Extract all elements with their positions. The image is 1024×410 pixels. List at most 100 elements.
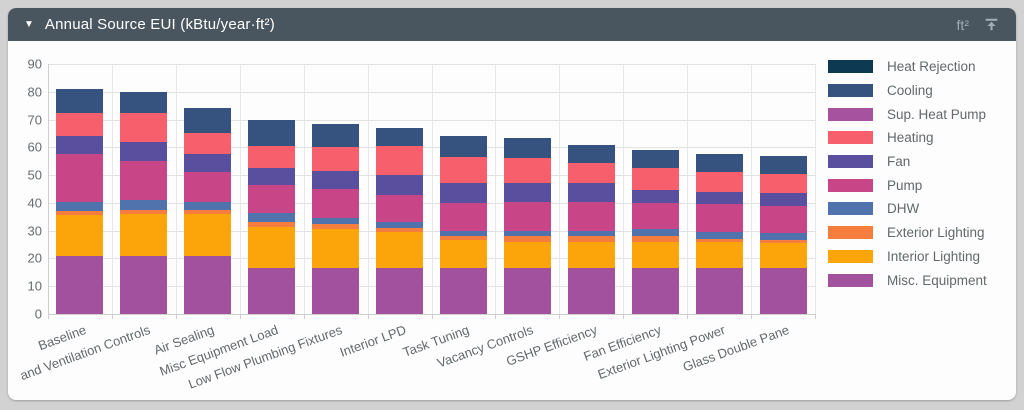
bar-segment[interactable] <box>56 112 104 137</box>
bar-segment[interactable] <box>120 255 168 314</box>
bar-segment[interactable] <box>312 189 360 219</box>
bar-segment[interactable] <box>439 202 487 231</box>
stacked-bar[interactable] <box>376 127 424 314</box>
bar-segment[interactable] <box>567 183 615 202</box>
bar-segment[interactable] <box>312 268 360 314</box>
bar-segment[interactable] <box>56 136 104 155</box>
bar-segment[interactable] <box>631 168 679 191</box>
bar-segment[interactable] <box>184 172 232 202</box>
stacked-bar[interactable] <box>567 144 615 314</box>
bar-segment[interactable] <box>248 119 296 146</box>
bar-segment[interactable] <box>695 191 743 205</box>
bar-segment[interactable] <box>56 89 104 113</box>
bar-segment[interactable] <box>503 201 551 231</box>
bar-segment[interactable] <box>567 201 615 231</box>
bar-segment[interactable] <box>631 241 679 269</box>
bar-segment[interactable] <box>184 209 232 214</box>
bar-segment[interactable] <box>567 162 615 184</box>
bar-segment[interactable] <box>312 170 360 190</box>
bar-segment[interactable] <box>248 222 296 227</box>
stacked-bar[interactable] <box>759 155 807 314</box>
stacked-bar[interactable] <box>120 91 168 314</box>
bar-segment[interactable] <box>631 229 679 237</box>
bar-segment[interactable] <box>120 200 168 210</box>
bar-segment[interactable] <box>759 193 807 206</box>
legend-item[interactable]: Fan <box>828 150 987 174</box>
bar-segment[interactable] <box>120 214 168 256</box>
bar-segment[interactable] <box>184 108 232 134</box>
stacked-bar[interactable] <box>631 150 679 314</box>
bar-segment[interactable] <box>567 230 615 237</box>
bar-segment[interactable] <box>503 230 551 237</box>
bar-segment[interactable] <box>312 218 360 224</box>
bar-segment[interactable] <box>184 214 232 256</box>
bar-segment[interactable] <box>439 157 487 184</box>
bar-segment[interactable] <box>503 158 551 184</box>
bar-segment[interactable] <box>312 223 360 230</box>
bar-segment[interactable] <box>248 145 296 169</box>
bar-segment[interactable] <box>759 233 807 241</box>
bar-segment[interactable] <box>759 240 807 244</box>
bar-segment[interactable] <box>184 133 232 155</box>
bar-segment[interactable] <box>376 227 424 233</box>
bar-segment[interactable] <box>567 236 615 242</box>
bar-segment[interactable] <box>376 232 424 269</box>
bar-segment[interactable] <box>695 154 743 173</box>
bar-segment[interactable] <box>439 236 487 241</box>
bar-segment[interactable] <box>184 154 232 173</box>
bar-segment[interactable] <box>695 232 743 240</box>
bar-segment[interactable] <box>439 268 487 314</box>
bar-segment[interactable] <box>56 211 104 216</box>
bar-segment[interactable] <box>120 161 168 201</box>
legend-item[interactable]: Cooling <box>828 79 987 103</box>
bar-segment[interactable] <box>312 123 360 148</box>
bar-segment[interactable] <box>759 268 807 314</box>
bar-segment[interactable] <box>695 204 743 233</box>
bar-segment[interactable] <box>312 147 360 171</box>
legend-item[interactable]: DHW <box>828 197 987 221</box>
bar-segment[interactable] <box>759 243 807 269</box>
bar-segment[interactable] <box>439 230 487 237</box>
legend-item[interactable]: Heating <box>828 126 987 150</box>
legend-item[interactable]: Heat Rejection <box>828 55 987 79</box>
bar-segment[interactable] <box>631 150 679 169</box>
legend-item[interactable]: Pump <box>828 173 987 197</box>
bar-segment[interactable] <box>567 268 615 314</box>
bar-segment[interactable] <box>567 241 615 269</box>
bar-segment[interactable] <box>56 201 104 212</box>
bar-segment[interactable] <box>248 226 296 269</box>
bar-segment[interactable] <box>56 215 104 256</box>
stacked-bar[interactable] <box>184 108 232 314</box>
bar-segment[interactable] <box>376 194 424 223</box>
bar-segment[interactable] <box>695 239 743 242</box>
bar-segment[interactable] <box>695 172 743 192</box>
bar-segment[interactable] <box>631 268 679 314</box>
bar-segment[interactable] <box>56 154 104 202</box>
stacked-bar[interactable] <box>248 119 296 314</box>
stacked-bar[interactable] <box>503 137 551 314</box>
bar-segment[interactable] <box>503 137 551 159</box>
bar-segment[interactable] <box>631 236 679 242</box>
bar-segment[interactable] <box>56 255 104 314</box>
bar-segment[interactable] <box>376 145 424 176</box>
bar-segment[interactable] <box>439 183 487 203</box>
bar-segment[interactable] <box>759 205 807 234</box>
stacked-bar[interactable] <box>695 154 743 314</box>
legend-item[interactable]: Sup. Heat Pump <box>828 102 987 126</box>
bar-segment[interactable] <box>248 212 296 223</box>
x-axis-label[interactable]: Interior LPD <box>337 322 408 360</box>
stacked-bar[interactable] <box>439 136 487 314</box>
bar-segment[interactable] <box>120 112 168 142</box>
bar-segment[interactable] <box>312 229 360 269</box>
bar-segment[interactable] <box>759 173 807 194</box>
bar-segment[interactable] <box>376 175 424 195</box>
stacked-bar[interactable] <box>312 123 360 314</box>
bar-segment[interactable] <box>695 268 743 314</box>
legend-item[interactable]: Misc. Equipment <box>828 268 987 292</box>
bar-segment[interactable] <box>376 222 424 228</box>
bar-segment[interactable] <box>248 268 296 314</box>
bar-segment[interactable] <box>248 168 296 185</box>
bar-segment[interactable] <box>503 241 551 269</box>
bar-segment[interactable] <box>567 144 615 163</box>
legend-item[interactable]: Interior Lighting <box>828 245 987 269</box>
